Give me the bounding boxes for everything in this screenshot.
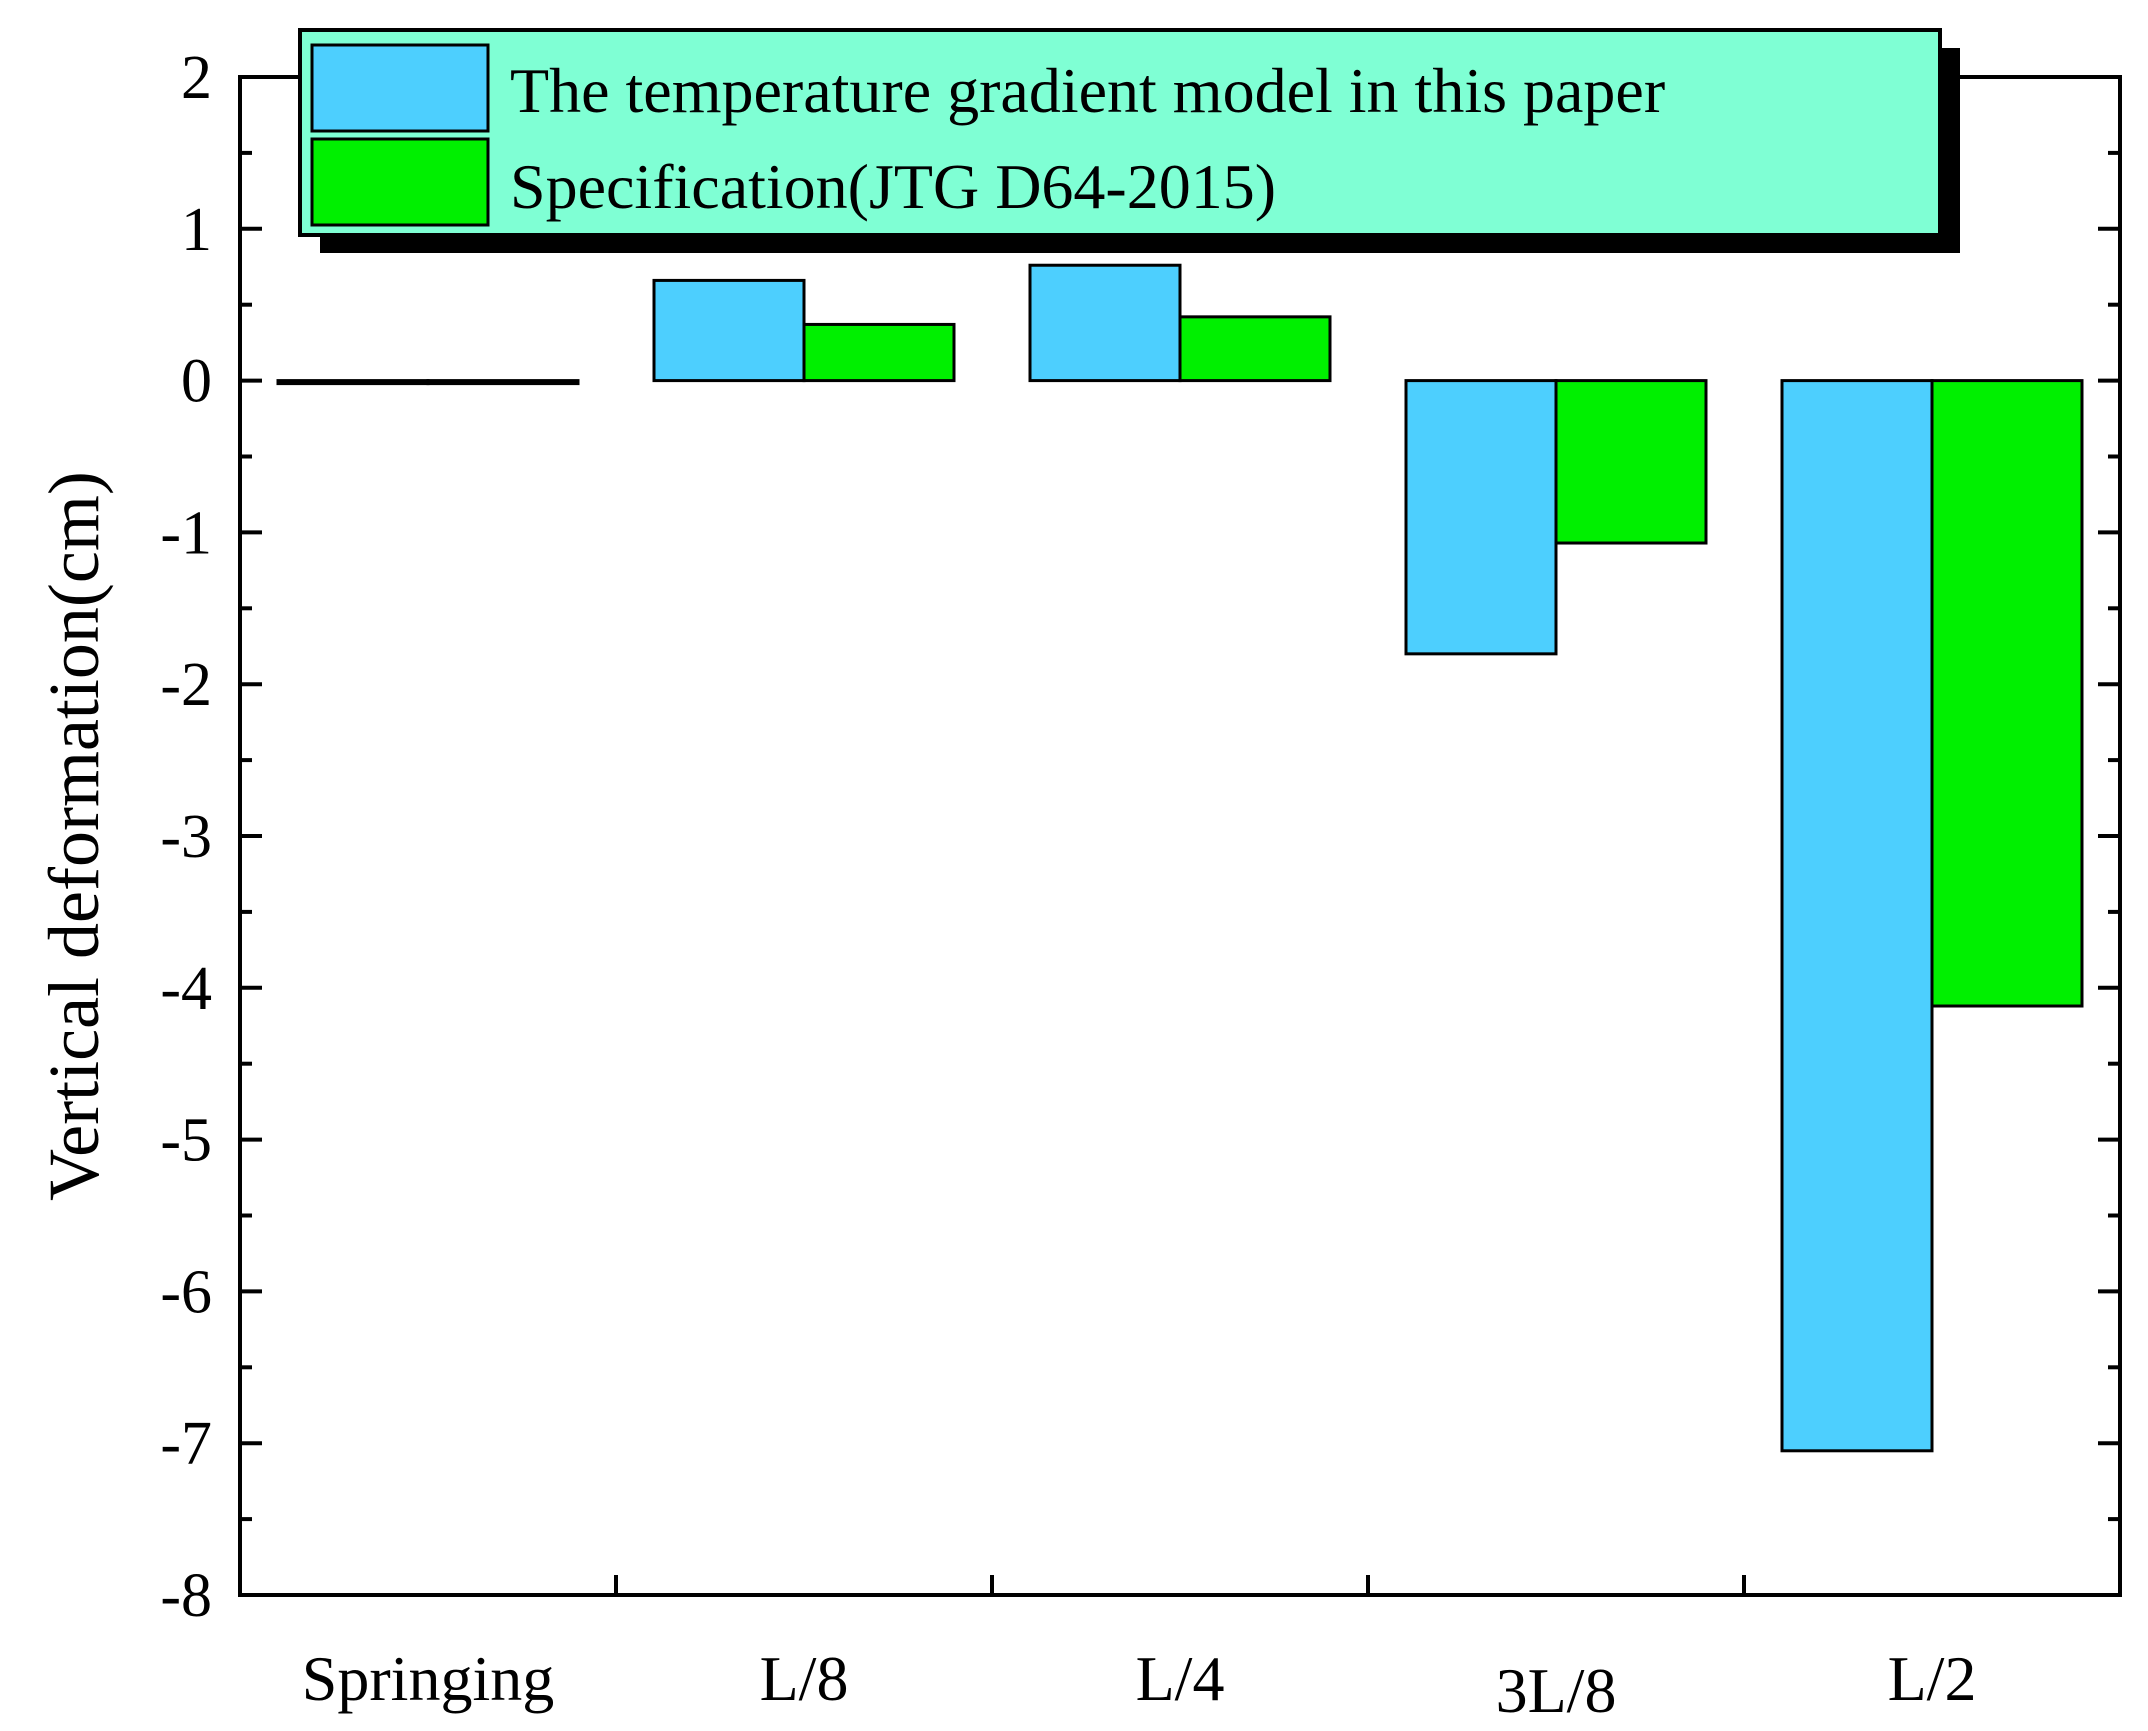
bar-series-1-3l8 <box>1404 379 1558 656</box>
bar-series-1-l2 <box>1780 379 1934 1453</box>
y-tick-label: 0 <box>181 348 212 416</box>
bar-series-2-l8 <box>802 322 956 383</box>
y-tick-label: 2 <box>181 44 212 112</box>
y-tick-label: -6 <box>160 1258 212 1326</box>
bar-series-2-springing <box>426 379 580 386</box>
y-tick-label: -3 <box>160 803 212 871</box>
y-tick-label: -5 <box>160 1107 212 1175</box>
bar-series-2-l4 <box>1178 315 1332 383</box>
legend-swatch-series-2 <box>310 137 490 227</box>
y-tick-label: -2 <box>160 651 212 719</box>
bar-series-2-l2 <box>1930 379 2084 1008</box>
bar-series-1-springing <box>276 379 430 386</box>
legend-box <box>298 28 1942 237</box>
x-category-label: L/4 <box>1136 1643 1225 1714</box>
x-category-label: L/2 <box>1888 1643 1977 1714</box>
bar-series-1-l8 <box>652 278 806 383</box>
y-tick-label: -7 <box>160 1410 212 1478</box>
legend: The temperature gradient model in this p… <box>298 28 1960 253</box>
y-tick-label: 1 <box>181 196 212 264</box>
x-category-label: L/8 <box>760 1643 849 1714</box>
legend-label-series-1: The temperature gradient model in this p… <box>510 55 1665 126</box>
legend-label-series-2: Specification(JTG D64-2015) <box>510 151 1276 222</box>
y-axis-ticks: -8 -7 -6 -5 -4 -3 -2 -1 0 1 2 <box>160 44 2120 1630</box>
bar-series-2-3l8 <box>1554 379 1708 545</box>
x-category-label: 3L/8 <box>1496 1655 1617 1726</box>
bars <box>276 263 2084 1453</box>
y-tick-label: -4 <box>160 955 212 1023</box>
x-axis-ticks: Springing L/8 L/4 3L/8 L/2 <box>302 77 1977 1726</box>
legend-swatch-series-1 <box>310 43 490 133</box>
y-tick-label: -8 <box>160 1562 212 1630</box>
bar-series-1-l4 <box>1028 263 1182 383</box>
y-tick-label: -1 <box>160 499 212 567</box>
y-axis-title: Vertical deformation(cm) <box>34 471 114 1201</box>
x-category-label: Springing <box>302 1643 554 1714</box>
